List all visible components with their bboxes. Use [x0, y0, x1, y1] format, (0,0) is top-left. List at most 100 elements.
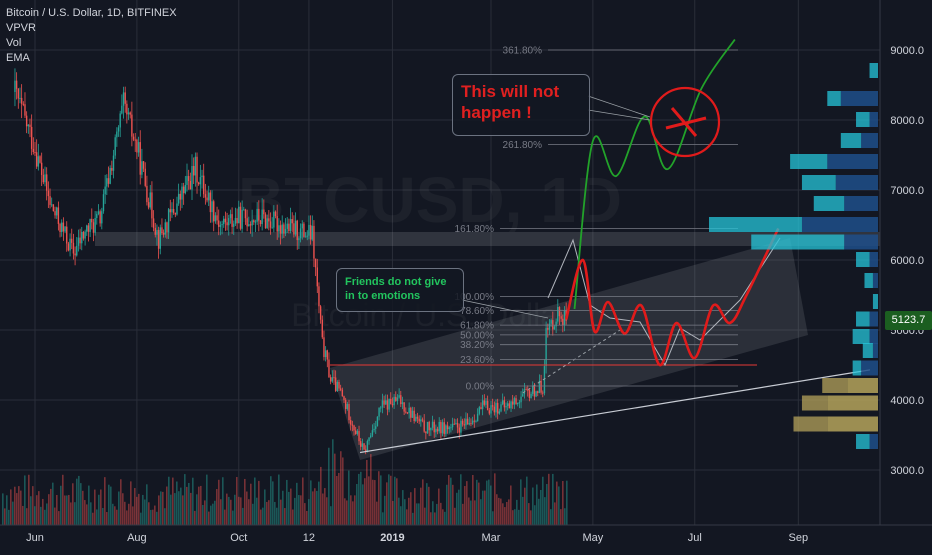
candle-body [411, 410, 414, 418]
candle-body [71, 238, 73, 243]
vpvr-bar-up [751, 234, 845, 250]
volume-bar [432, 501, 434, 525]
candle-body [470, 423, 472, 425]
volume-bar [324, 488, 326, 525]
candle-body [51, 204, 53, 206]
volume-bar [190, 492, 192, 525]
vpvr-bar-down [861, 133, 878, 148]
candle-body [525, 389, 527, 391]
volume-bar [168, 476, 170, 525]
volume-bar [556, 481, 558, 525]
x-tick-label: Jun [26, 532, 44, 544]
vpvr-bar-up [852, 360, 862, 376]
candle-body [64, 226, 66, 232]
candle-body [269, 221, 272, 228]
volume-bar [202, 504, 204, 525]
candle-body [187, 176, 190, 181]
volume-bar [200, 485, 202, 525]
indicator-vol[interactable]: Vol [6, 37, 22, 49]
volume-bar [182, 495, 184, 525]
candle-body [445, 425, 447, 434]
callout-not-happen[interactable]: This will not happen ! [452, 74, 590, 136]
volume-bar [430, 512, 432, 525]
candle-body [14, 80, 16, 92]
vpvr-bar-down [844, 234, 878, 250]
volume-bar [342, 457, 344, 525]
candle-body [563, 310, 566, 326]
candle-body [191, 166, 193, 190]
candle-body [61, 222, 63, 233]
volume-bar [412, 512, 414, 525]
candle-body [341, 389, 344, 397]
candle-body [81, 231, 83, 244]
volume-bar [454, 507, 456, 525]
candle-body [238, 206, 240, 224]
vpvr-bar-down [827, 416, 878, 432]
candle-body [149, 192, 151, 208]
candle-body [74, 253, 76, 256]
volume-bar [242, 507, 244, 525]
candle-body [336, 381, 339, 391]
callout-friends[interactable]: Friends do not give in to emotions [336, 268, 464, 312]
candle-body [228, 218, 230, 226]
volume-bar [282, 490, 284, 525]
candle-body [448, 427, 450, 430]
candle-body [533, 385, 536, 397]
candle-body [134, 139, 136, 141]
candle-body [338, 381, 340, 389]
candle-body [268, 218, 270, 222]
candle-body [204, 194, 207, 198]
symbol-title[interactable]: Bitcoin / U.S. Dollar, 1D, BITFINEX [6, 7, 177, 19]
volume-bar [62, 474, 64, 525]
volume-bar [28, 474, 30, 525]
fib-level-label: 261.80% [503, 140, 543, 151]
vpvr-bar-down [847, 378, 878, 393]
volume-bar [360, 471, 362, 525]
x-tick-label: 2019 [380, 532, 404, 544]
volume-bar [564, 508, 566, 525]
y-tick-label: 3000.0 [890, 465, 924, 477]
volume-bar [262, 507, 264, 525]
candle-body [76, 245, 78, 256]
fib-level-label: 0.00% [466, 382, 494, 393]
indicator-vpvr[interactable]: VPVR [6, 22, 36, 34]
volume-bar [402, 490, 404, 525]
candle-body [358, 431, 360, 442]
volume-bar [548, 473, 550, 525]
candle-body [45, 174, 48, 191]
candle-body [281, 224, 283, 234]
volume-bar [304, 503, 306, 525]
candle-body [495, 402, 497, 413]
volume-bar [152, 509, 154, 525]
volume-bar [520, 479, 522, 525]
candle-body [453, 423, 455, 425]
candle-body [324, 350, 327, 358]
candle-body [164, 222, 166, 235]
candle-body [543, 366, 546, 394]
candle-body [122, 92, 125, 106]
candle-body [354, 430, 357, 434]
volume-bar [66, 495, 68, 525]
candle-body [431, 421, 434, 428]
volume-bar [40, 506, 42, 525]
candle-body [263, 209, 265, 215]
bear-scenario-path [564, 227, 780, 367]
volume-bar [424, 507, 426, 525]
vpvr-bar-up [864, 273, 873, 288]
candle-body [244, 209, 247, 219]
candle-body [515, 398, 517, 405]
volume-bar [414, 488, 416, 525]
volume-bar [80, 483, 82, 525]
indicator-ema[interactable]: EMA [6, 52, 30, 64]
volume-bar [246, 491, 248, 525]
candle-body [316, 267, 318, 287]
volume-bar [436, 503, 438, 525]
vpvr-bar-up [822, 378, 848, 393]
candle-body [239, 206, 242, 229]
volume-bar [222, 477, 224, 525]
volume-bar [144, 499, 146, 525]
volume-bar [494, 473, 496, 525]
candle-body [256, 208, 258, 222]
candle-body [436, 428, 439, 432]
candle-body [124, 92, 126, 104]
